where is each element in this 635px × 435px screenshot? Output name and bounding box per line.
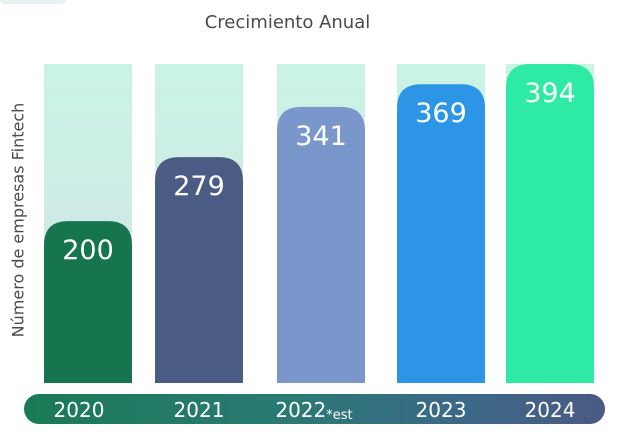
x-axis-band xyxy=(24,394,605,424)
x-tick-label: 2023 xyxy=(415,398,467,422)
x-tick-label: 2024 xyxy=(524,398,576,422)
data-label-2023: 369 xyxy=(415,98,467,129)
x-tick-2024: 2024 xyxy=(525,398,576,424)
x-tick-2020: 2020 xyxy=(54,398,105,424)
x-tick-label: 2020 xyxy=(53,398,105,422)
data-label-2022: 341 xyxy=(295,121,347,152)
x-tick-label: 2022 xyxy=(275,398,327,422)
bar-2022 xyxy=(277,106,365,384)
x-tick-2022: 2022*est xyxy=(275,398,352,424)
x-tick-2021: 2021 xyxy=(174,398,225,424)
bar-2023 xyxy=(397,84,485,383)
chart-title: Crecimiento Anual xyxy=(204,12,371,33)
data-label-2021: 279 xyxy=(173,171,225,202)
x-tick-label: 2021 xyxy=(173,398,225,422)
bar-2020 xyxy=(44,221,132,383)
x-tick-2023: 2023 xyxy=(416,398,467,424)
bar-2024 xyxy=(506,64,594,383)
x-tick-note: *est xyxy=(326,408,353,423)
bar-2021 xyxy=(155,157,243,383)
data-label-2020: 200 xyxy=(62,235,114,266)
corner-tab xyxy=(0,0,66,4)
data-label-2024: 394 xyxy=(524,78,576,109)
